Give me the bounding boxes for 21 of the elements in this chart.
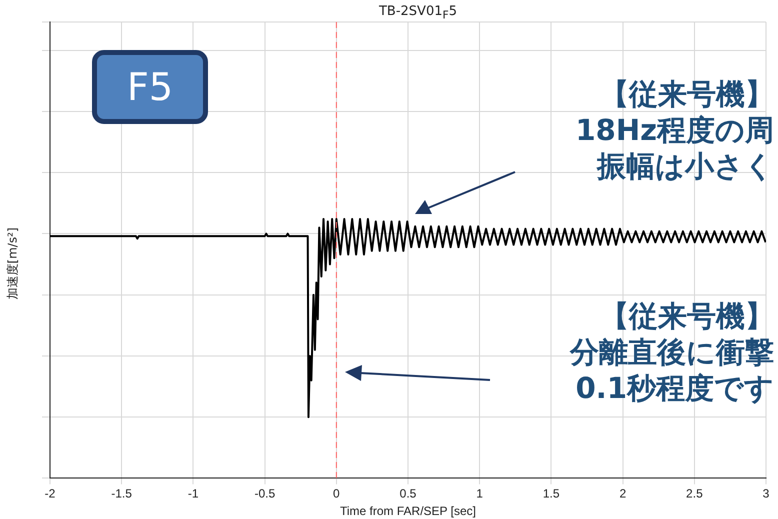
x-tick-label: -1.5 [111,486,132,501]
text: 振幅は小さく [597,148,774,184]
annotation: 【従来号機】 [600,298,774,334]
annotation: 0.1秒程度です [576,370,774,406]
x-tick-label: 3 [762,486,770,501]
text: 【従来号機】 [600,76,774,112]
x-tick-label: 0.5 [400,486,417,501]
x-axis-title: Time from FAR/SEP [sec] [340,504,476,518]
x-tick-label: 1 [476,486,484,501]
text: 18Hz程度の周 [575,112,774,148]
chart-title: TB-2SV01$_{F}$5 [378,4,458,22]
x-tick-label: -0.5 [254,486,276,501]
annotation: 分離直後に衝撃 [570,334,774,370]
x-tick-label: 2 [619,486,626,501]
text: F5 [92,50,208,124]
x-tick-label: 2.5 [686,486,704,501]
x-tick-label: -2 [44,486,56,501]
y-axis-title: 加速度[m/s²] [4,226,20,302]
x-tick-label: 0 [333,486,340,501]
x-tick-label: 1.5 [542,486,560,501]
x-tick-label: -1 [188,486,199,501]
